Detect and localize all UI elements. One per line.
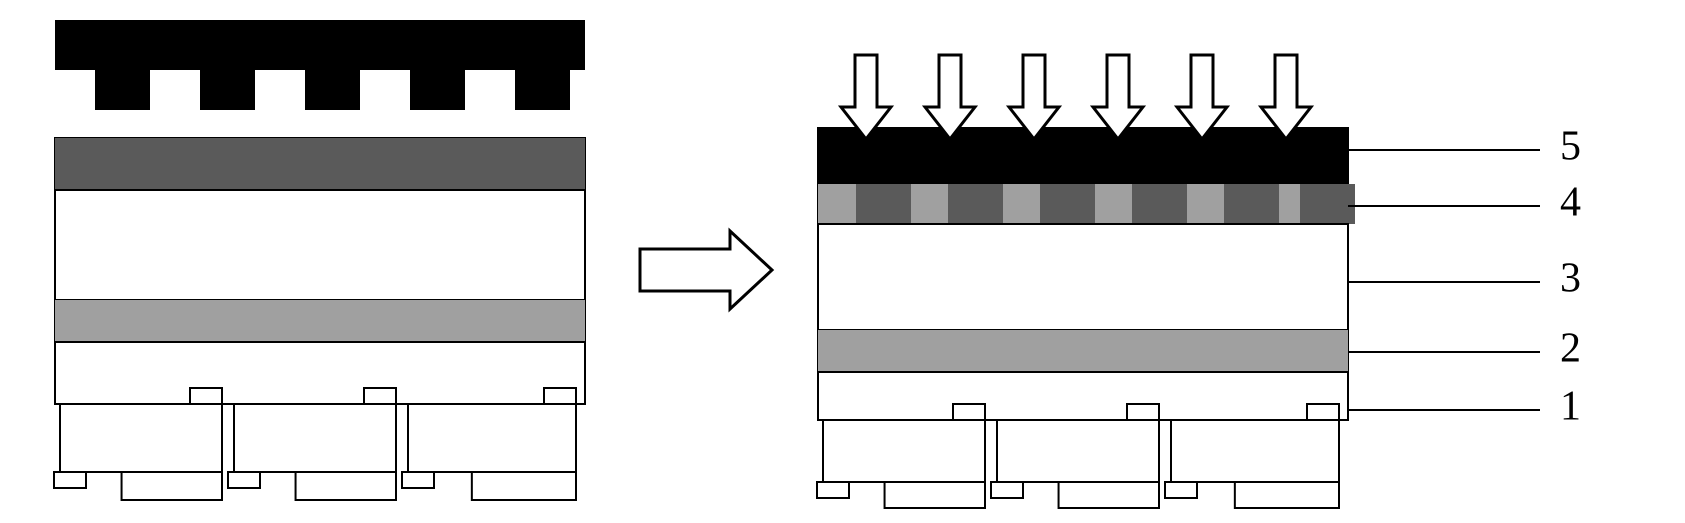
press-arrow-icon [925, 55, 975, 139]
right-layer-4-imprint [1132, 184, 1187, 224]
press-arrow-icon [1009, 55, 1059, 139]
left-board-row2 [122, 472, 222, 500]
label-2: 2 [1560, 326, 1581, 372]
left-board-row2 [472, 472, 576, 500]
right-board-bottom-tab [817, 482, 849, 498]
left-board-row2 [296, 472, 396, 500]
left-board-bottom-tab [228, 472, 260, 488]
right-layer-4-imprint [948, 184, 1003, 224]
transition-arrow-icon [640, 231, 772, 309]
right-layer-3-white [818, 224, 1348, 330]
left-board-top-tab [364, 388, 396, 404]
press-arrow-icon [841, 55, 891, 139]
press-arrow-icon [1261, 55, 1311, 139]
left-layer-2-midgray [55, 300, 585, 342]
right-board-top-tab [1307, 404, 1339, 420]
left-board-bottom-tab [54, 472, 86, 488]
left-board-bottom-tab [402, 472, 434, 488]
right-layer-2-midgray [818, 330, 1348, 372]
left-layer-3-white [55, 190, 585, 300]
label-3: 3 [1560, 256, 1581, 302]
left-layer-1-white [55, 342, 585, 404]
left-mold-tooth [305, 70, 360, 110]
label-5: 5 [1560, 124, 1581, 170]
right-layer-4-imprint [856, 184, 911, 224]
left-board-row1 [234, 404, 396, 472]
right-layer-5-black [818, 128, 1348, 184]
left-mold-body [55, 20, 585, 70]
right-board-row2 [1059, 482, 1159, 508]
left-board-top-tab [190, 388, 222, 404]
right-board-row2 [1235, 482, 1339, 508]
label-4: 4 [1560, 180, 1581, 226]
left-board-row1 [60, 404, 222, 472]
right-layer-1-white [818, 372, 1348, 420]
right-board-row1 [1171, 420, 1339, 482]
right-board-row1 [823, 420, 985, 482]
left-mold-tooth [515, 70, 570, 110]
right-board-top-tab [1127, 404, 1159, 420]
left-mold-tooth [410, 70, 465, 110]
left-mold-tooth [95, 70, 150, 110]
left-board-top-tab [544, 388, 576, 404]
left-layer-4-darkgray [55, 138, 585, 190]
right-board-row1 [997, 420, 1159, 482]
right-board-bottom-tab [991, 482, 1023, 498]
left-mold-tooth [200, 70, 255, 110]
left-board-row1 [408, 404, 576, 472]
right-layer-4-imprint [1300, 184, 1355, 224]
right-board-bottom-tab [1165, 482, 1197, 498]
right-board-row2 [885, 482, 985, 508]
label-1: 1 [1560, 384, 1581, 430]
right-board-top-tab [953, 404, 985, 420]
press-arrow-icon [1177, 55, 1227, 139]
right-layer-4-imprint [1224, 184, 1279, 224]
right-layer-4-imprint [1040, 184, 1095, 224]
press-arrow-icon [1093, 55, 1143, 139]
